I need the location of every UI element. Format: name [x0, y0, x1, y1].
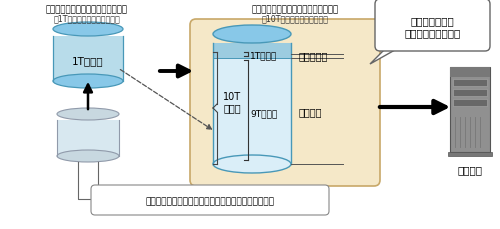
Text: 【実際に割り当てるディスク容量】: 【実際に割り当てるディスク容量】	[46, 5, 128, 14]
Bar	[453, 90, 487, 97]
Text: （10Tバイトのボリューム）: （10Tバイトのボリューム）	[262, 14, 328, 23]
Bar	[213, 44, 291, 58]
Bar	[453, 80, 487, 87]
FancyBboxPatch shape	[91, 185, 329, 215]
Text: 9Tバイト: 9Tバイト	[250, 109, 277, 118]
Text: 1Tバイト: 1Tバイト	[250, 51, 277, 60]
Bar	[450, 68, 490, 78]
Ellipse shape	[53, 75, 123, 89]
Bar	[450, 68, 490, 152]
Ellipse shape	[53, 23, 123, 37]
Bar	[53, 37, 123, 82]
Text: 実データ量: 実データ量	[299, 51, 328, 60]
Ellipse shape	[57, 150, 119, 162]
Text: 1Tバイト: 1Tバイト	[72, 56, 104, 66]
Bar	[453, 100, 487, 106]
Text: 任意の大きさの
ボリュームを扱える: 任意の大きさの ボリュームを扱える	[404, 16, 460, 38]
Text: 空き容量: 空き容量	[299, 106, 322, 116]
Text: サーバー: サーバー	[458, 164, 482, 174]
Bar	[57, 120, 119, 156]
Bar	[448, 152, 492, 156]
Text: 10T
バイト: 10T バイト	[223, 91, 241, 113]
Ellipse shape	[57, 109, 119, 120]
Text: 【サーバーが認識するディスク容量】: 【サーバーが認識するディスク容量】	[252, 5, 338, 14]
Text: （1Tバイトの物理リソース）: （1Tバイトの物理リソース）	[54, 14, 120, 23]
Text: 実データ量が増えてきたら物理ディスクを継ぎ足せる: 実データ量が増えてきたら物理ディスクを継ぎ足せる	[146, 197, 274, 206]
FancyBboxPatch shape	[375, 0, 490, 52]
Ellipse shape	[213, 26, 291, 44]
Polygon shape	[370, 47, 402, 65]
FancyBboxPatch shape	[190, 20, 380, 186]
Ellipse shape	[213, 155, 291, 173]
Bar	[213, 58, 291, 164]
